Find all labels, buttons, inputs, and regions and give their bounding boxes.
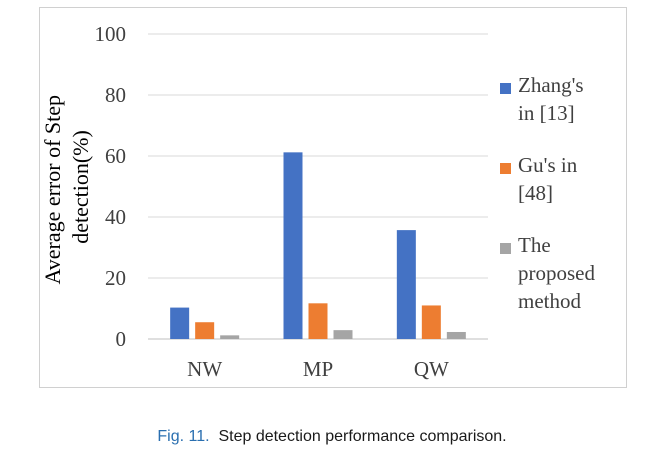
legend-label: Zhang's <box>518 73 584 97</box>
bars <box>170 152 466 339</box>
legend-swatch <box>500 163 511 174</box>
y-tick-label: 40 <box>105 205 126 229</box>
bar-nw-series-2 <box>195 322 215 339</box>
bar-qw-series-3 <box>446 331 466 339</box>
x-axis-categories: NW MP QW <box>187 357 449 381</box>
legend-swatch <box>500 83 511 94</box>
legend: Zhang's in [13] Gu's in [48] The proposed meth… <box>500 73 595 313</box>
legend-label: method <box>518 289 581 313</box>
bar-nw-series-3 <box>220 335 240 339</box>
gridlines <box>148 33 488 340</box>
y-tick-label: 0 <box>116 327 127 351</box>
legend-swatch <box>500 243 511 254</box>
bar-qw-series-1 <box>396 230 416 339</box>
legend-label: Gu's in <box>518 153 578 177</box>
y-axis-title-line-2: detection(%) <box>68 130 93 244</box>
x-category-label: NW <box>187 357 222 381</box>
bar-nw-series-1 <box>170 307 190 339</box>
x-category-label: MP <box>303 357 333 381</box>
legend-label: in [13] <box>518 101 575 125</box>
bar-mp-series-3 <box>333 330 353 339</box>
figure-frame <box>39 7 627 388</box>
x-category-label: QW <box>414 357 449 381</box>
bar-mp-series-2 <box>308 303 328 339</box>
legend-label: [48] <box>518 181 553 205</box>
y-tick-label: 80 <box>105 83 126 107</box>
caption-text: Step detection performance comparison. <box>218 428 507 445</box>
legend-label: The <box>518 233 551 257</box>
y-tick-label: 60 <box>105 144 126 168</box>
figure-number: Fig. 11. <box>157 428 210 445</box>
figure-caption: Fig. 11. Step detection performance comp… <box>0 428 664 446</box>
bar-qw-series-2 <box>421 305 441 339</box>
bar-chart: 0 20 40 60 80 100 NW MP QW Average error of Ste… <box>40 22 595 381</box>
y-axis-title-line-1: Average error of Step <box>40 95 65 285</box>
legend-label: proposed <box>518 261 595 285</box>
bar-mp-series-1 <box>283 152 303 339</box>
y-tick-label: 20 <box>105 266 126 290</box>
y-axis-title: Average error of Step detection(%) <box>40 89 93 284</box>
y-tick-label: 100 <box>95 22 127 46</box>
y-axis-ticks: 0 20 40 60 80 100 <box>95 22 127 351</box>
